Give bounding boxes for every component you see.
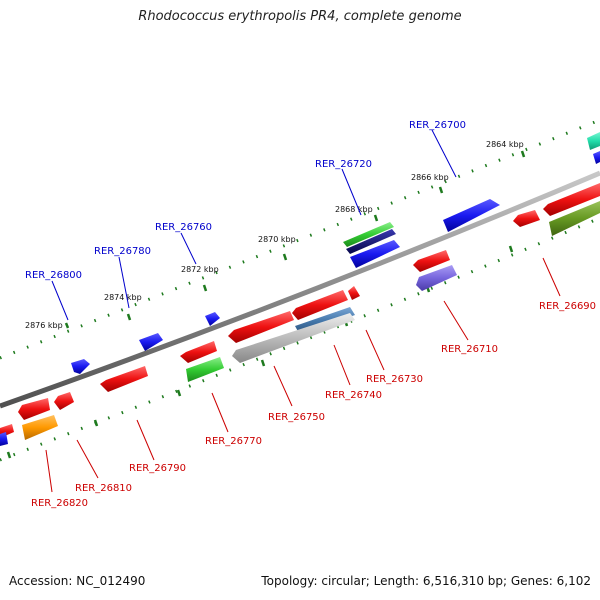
scale-tick-label: 2868 kbp (335, 205, 373, 214)
gene-label[interactable]: RER_26690 (539, 301, 596, 312)
gene-label[interactable]: RER_26800 (25, 270, 82, 281)
gene-arrow-blue[interactable] (139, 333, 163, 351)
gene-label[interactable]: RER_26760 (155, 222, 212, 233)
label-leaders (45, 129, 561, 493)
gene-arrow-red[interactable] (180, 341, 217, 363)
genome-backbone (0, 170, 600, 409)
gene-arrow-red[interactable] (413, 250, 450, 272)
reverse-strand-genes (0, 183, 600, 446)
gene-label[interactable]: RER_26730 (366, 374, 423, 385)
scale-tick-label: 2876 kbp (25, 321, 63, 330)
gene-label[interactable]: RER_26780 (94, 246, 151, 257)
genome-summary-text: Topology: circular; Length: 6,516,310 bp… (261, 574, 591, 588)
accession-text: Accession: NC_012490 (9, 574, 146, 588)
gene-arrow-blue[interactable] (350, 240, 400, 268)
outer-tick-track (0, 118, 600, 360)
gene-arrow-red[interactable] (292, 290, 348, 320)
gene-arrow-red[interactable] (18, 398, 50, 420)
gene-arrow-red[interactable] (543, 183, 600, 216)
scale-tick-label: 2872 kbp (181, 265, 219, 274)
gene-arrow-blue[interactable] (71, 359, 90, 374)
scale-tick-label: 2866 kbp (411, 173, 449, 182)
gene-label[interactable]: RER_26770 (205, 436, 262, 447)
gene-label[interactable]: RER_26810 (75, 483, 132, 494)
scale-tick-label: 2874 kbp (104, 293, 142, 302)
gene-arrow-red[interactable] (513, 210, 540, 227)
gene-arrow-red[interactable] (228, 311, 294, 343)
scale-tick-label: 2864 kbp (486, 140, 524, 149)
map-title: Rhodococcus erythropolis PR4, complete g… (138, 9, 462, 24)
gene-arrow-red[interactable] (54, 392, 74, 410)
outer-major-ticks (64, 150, 526, 329)
scale-tick-label: 2870 kbp (258, 235, 296, 244)
gene-label[interactable]: RER_26750 (268, 412, 325, 423)
gene-arrow-gray[interactable] (232, 313, 355, 363)
gene-label[interactable]: RER_26700 (409, 120, 466, 131)
gene-arrow-purple[interactable] (416, 265, 457, 291)
gene-arrow-green[interactable] (186, 357, 224, 382)
gene-arrow-teal[interactable] (587, 132, 600, 150)
gene-arrow-blue[interactable] (0, 432, 8, 446)
gene-label[interactable]: RER_26820 (31, 498, 88, 509)
gene-arrow-red[interactable] (348, 286, 360, 300)
gene-label[interactable]: RER_26790 (129, 463, 186, 474)
gene-label[interactable]: RER_26710 (441, 344, 498, 355)
gene-arrow-orange[interactable] (22, 415, 58, 440)
gene-arrow-green[interactable] (343, 222, 394, 247)
gene-label[interactable]: RER_26720 (315, 159, 372, 170)
gene-arrow-blue[interactable] (443, 199, 500, 232)
gene-arrow-red[interactable] (100, 366, 148, 392)
forward-strand-genes (71, 132, 600, 374)
gene-arrow-blue[interactable] (205, 312, 220, 326)
gene-arrow-olive[interactable] (549, 201, 600, 236)
gene-arrow-navy[interactable] (346, 229, 396, 254)
gene-arrow-blue[interactable] (593, 151, 600, 164)
gene-label[interactable]: RER_26740 (325, 390, 382, 401)
